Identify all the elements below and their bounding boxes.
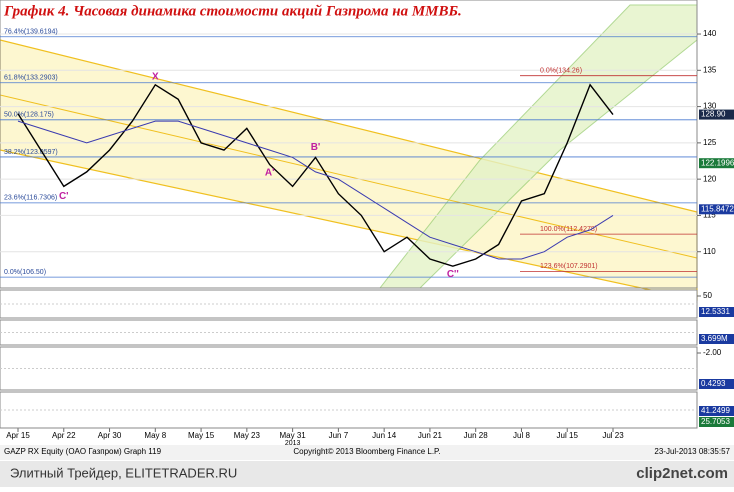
y-tick-label: 130 bbox=[703, 102, 717, 111]
site-name: Элитный Трейдер, ELITETRADER.RU bbox=[10, 465, 237, 480]
panel-tag bbox=[699, 307, 734, 317]
panel-tag-label: 41.2499 bbox=[701, 406, 730, 415]
panel-tag bbox=[699, 417, 734, 427]
footer-left: GAZP RX Equity (OAO Газпром) Graph 119 bbox=[4, 447, 162, 456]
x-tick-label: May 31 bbox=[279, 431, 306, 440]
y-tick-label: 120 bbox=[703, 174, 717, 183]
x-tick-label: Jul 8 bbox=[513, 431, 530, 440]
fib-label: 50.0%(128.175) bbox=[4, 112, 54, 119]
x-tick-label: May 23 bbox=[234, 431, 261, 440]
chart-title: График 4. Часовая динамика стоимости акц… bbox=[3, 3, 462, 19]
x-tick-label: Jun 21 bbox=[418, 431, 443, 440]
wave-label: B' bbox=[311, 142, 321, 153]
year-label: 2013 bbox=[285, 440, 301, 447]
footer-bar bbox=[0, 445, 734, 460]
fib-label: 0.0%(106.50) bbox=[4, 269, 46, 276]
x-tick-label: Jun 7 bbox=[329, 431, 349, 440]
price-tag bbox=[699, 204, 734, 215]
x-tick-label: Jun 14 bbox=[372, 431, 397, 440]
footer-center: Copyright© 2013 Bloomberg Finance L.P. bbox=[293, 447, 440, 456]
price-tag-label: 128.90 bbox=[701, 110, 726, 119]
y-tick-label: 140 bbox=[703, 29, 717, 38]
fib-label: 38.2%(123.0597) bbox=[4, 149, 58, 156]
wave-label: X bbox=[152, 71, 159, 82]
x-tick-label: Apr 15 bbox=[6, 431, 30, 440]
fib-label: 76.4%(139.6194) bbox=[4, 29, 58, 36]
footer-right: 23-Jul-2013 08:35:57 bbox=[654, 447, 730, 456]
panel-tag-label: 25.7053 bbox=[701, 417, 730, 426]
price-tag-label: 115.8472 bbox=[701, 204, 734, 213]
y-tick-label: 115 bbox=[703, 211, 716, 220]
fib-label: 100.0%(112.4278) bbox=[540, 226, 597, 233]
channel-mid bbox=[0, 94, 698, 259]
fib-label: 123.6%(107.2901) bbox=[540, 263, 598, 270]
fib-label: 0.0%(134.26) bbox=[540, 68, 582, 75]
panel-tag-label: 12.5331 bbox=[701, 307, 730, 316]
price-tag bbox=[699, 158, 734, 169]
panel-tag-label: 0.4293 bbox=[701, 379, 726, 388]
x-tick-label: Jun 28 bbox=[464, 431, 489, 440]
x-tick-label: May 8 bbox=[144, 431, 166, 440]
panel-tag bbox=[699, 379, 734, 389]
main-frame bbox=[0, 0, 698, 289]
y-tick-label: 135 bbox=[703, 65, 717, 74]
panel-tag-label: 3.699M bbox=[701, 334, 728, 343]
panel-tag bbox=[699, 334, 734, 344]
watermark: clip2net.com bbox=[636, 465, 728, 482]
wave-label: C'' bbox=[447, 269, 459, 280]
panel-tag bbox=[699, 406, 734, 416]
series-line bbox=[17, 120, 614, 260]
x-tick-label: Jul 23 bbox=[602, 431, 624, 440]
price-tag bbox=[699, 109, 734, 120]
wave-label: A' bbox=[265, 167, 275, 178]
x-tick-label: Apr 30 bbox=[98, 431, 122, 440]
panel-tick-label: 50 bbox=[703, 291, 712, 300]
price-tag-label: 122.1996 bbox=[701, 158, 734, 167]
y-tick-label: 110 bbox=[703, 247, 716, 256]
series-line bbox=[17, 83, 614, 267]
panel-tick-label: -2.00 bbox=[703, 348, 722, 357]
x-tick-label: May 15 bbox=[188, 431, 215, 440]
x-tick-label: Apr 22 bbox=[52, 431, 76, 440]
y-tick-label: 125 bbox=[703, 138, 717, 147]
fib-label: 23.6%(116.7306) bbox=[4, 195, 57, 202]
wave-label: C' bbox=[59, 191, 69, 202]
site-bar bbox=[0, 461, 734, 487]
fib-label: 61.8%(133.2903) bbox=[4, 75, 58, 82]
x-tick-label: Jul 15 bbox=[557, 431, 579, 440]
